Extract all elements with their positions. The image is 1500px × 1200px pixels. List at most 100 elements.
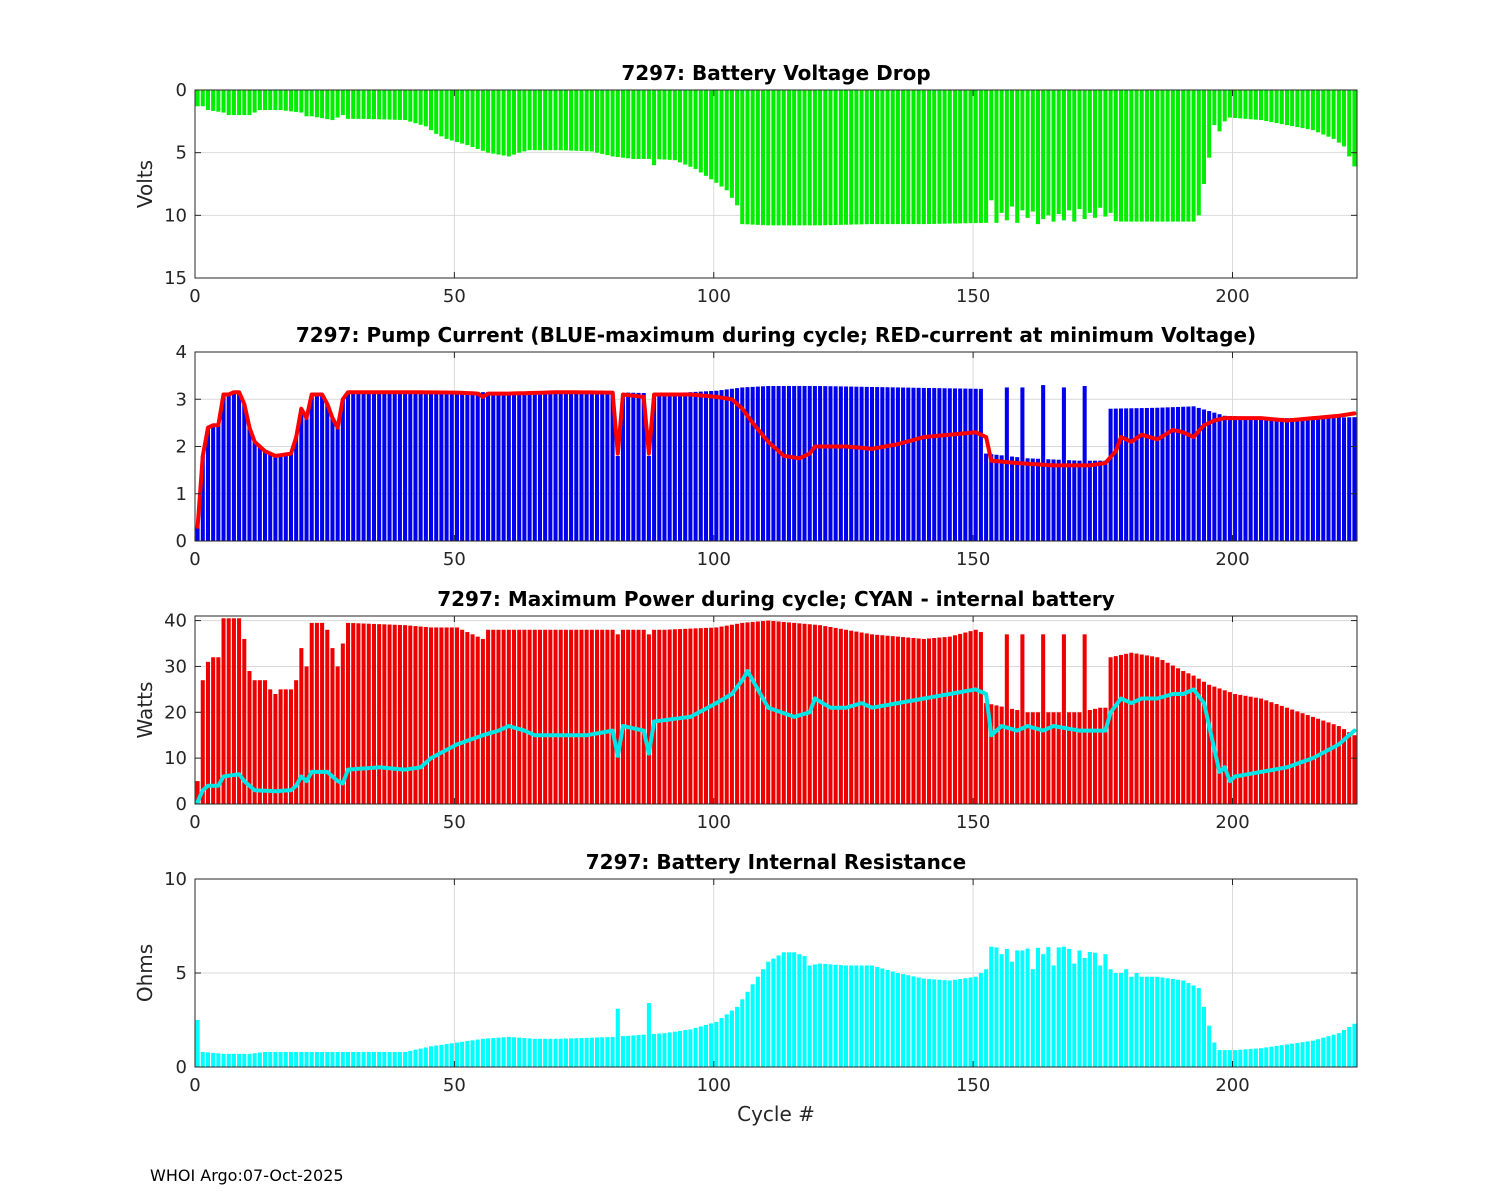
bar xyxy=(257,446,262,541)
bar xyxy=(667,629,672,804)
bar xyxy=(1181,406,1186,541)
bar xyxy=(792,952,797,1067)
bar xyxy=(864,965,869,1067)
bar xyxy=(1051,90,1056,222)
bar xyxy=(1181,90,1186,222)
y-tick-label: 10 xyxy=(164,869,187,890)
bar xyxy=(927,638,932,804)
bar xyxy=(916,638,921,804)
bar xyxy=(1233,416,1238,541)
bar xyxy=(802,90,807,226)
bar xyxy=(652,1033,657,1067)
bar xyxy=(963,632,968,804)
x-tick-label: 50 xyxy=(443,812,466,833)
bar xyxy=(729,388,734,541)
bar xyxy=(901,387,906,541)
bar xyxy=(595,392,600,541)
bar xyxy=(1020,634,1025,804)
bar xyxy=(1321,417,1326,541)
bar xyxy=(781,386,786,541)
bar xyxy=(506,629,511,804)
bar xyxy=(579,629,584,804)
bar xyxy=(475,636,480,804)
internal-resistance-panel: 0 50 100 150 200 0 5 10 7297: Battery Internal R… xyxy=(133,850,1358,1126)
bar xyxy=(615,455,620,541)
bar xyxy=(1150,90,1155,222)
bar xyxy=(325,1051,330,1067)
bar xyxy=(278,455,283,541)
bar xyxy=(252,680,257,804)
bar xyxy=(392,392,397,541)
bar xyxy=(812,624,817,804)
bar xyxy=(1326,90,1331,137)
bar xyxy=(921,978,926,1067)
x-tick-label: 100 xyxy=(697,1075,731,1096)
bar xyxy=(823,90,828,226)
bar xyxy=(1030,90,1035,212)
bar xyxy=(921,387,926,541)
bar xyxy=(719,390,724,541)
bar xyxy=(1098,90,1103,208)
bar xyxy=(1025,948,1030,1067)
bar xyxy=(335,90,340,118)
bar xyxy=(958,979,963,1067)
bar xyxy=(1030,712,1035,804)
bar xyxy=(1279,705,1284,804)
bar xyxy=(548,392,553,541)
bar xyxy=(766,620,771,804)
bar xyxy=(740,387,745,541)
bar xyxy=(745,991,750,1067)
bar xyxy=(916,977,921,1067)
bar xyxy=(1030,458,1035,541)
bar xyxy=(486,1038,491,1067)
bar xyxy=(1253,1048,1258,1067)
bar xyxy=(1321,720,1326,804)
bar xyxy=(1051,459,1056,541)
bar xyxy=(1310,417,1315,541)
bar xyxy=(543,1038,548,1067)
bar xyxy=(1139,976,1144,1067)
bar xyxy=(927,388,932,541)
bar xyxy=(1155,90,1160,222)
bar xyxy=(709,90,714,180)
bar xyxy=(340,1051,345,1067)
bar xyxy=(890,90,895,225)
bar xyxy=(952,388,957,541)
bar xyxy=(268,453,273,541)
bar xyxy=(221,394,226,541)
bar xyxy=(1342,417,1347,541)
bar xyxy=(703,90,708,176)
bar xyxy=(1118,654,1123,804)
bar xyxy=(968,631,973,804)
bar xyxy=(1191,406,1196,541)
bar xyxy=(408,1050,413,1067)
bar xyxy=(1326,417,1331,541)
bar xyxy=(1300,1042,1305,1067)
footer-credit: WHOI Argo:07-Oct-2025 xyxy=(150,1166,344,1185)
bar xyxy=(1207,411,1212,541)
bar xyxy=(1196,678,1201,804)
bar xyxy=(470,90,475,148)
bar xyxy=(1253,697,1258,804)
bar xyxy=(429,392,434,541)
bar xyxy=(1217,90,1222,132)
bar xyxy=(288,453,293,541)
bar xyxy=(584,90,589,152)
bar xyxy=(1144,90,1149,222)
bar xyxy=(486,629,491,804)
bar xyxy=(325,90,330,120)
bar xyxy=(537,392,542,541)
bar xyxy=(1347,1026,1352,1067)
bar xyxy=(439,90,444,137)
bar xyxy=(833,627,838,804)
bar xyxy=(1310,716,1315,804)
bar xyxy=(895,973,900,1067)
bar xyxy=(418,90,423,125)
bar xyxy=(527,1038,532,1067)
bar xyxy=(761,90,766,226)
bar xyxy=(1186,90,1191,222)
max-power-panel: 0 50 100 150 200 0 10 20 30 40 7297: Maximum Power… xyxy=(133,587,1358,833)
bar xyxy=(200,455,205,541)
bar xyxy=(356,623,361,804)
bar xyxy=(859,965,864,1067)
